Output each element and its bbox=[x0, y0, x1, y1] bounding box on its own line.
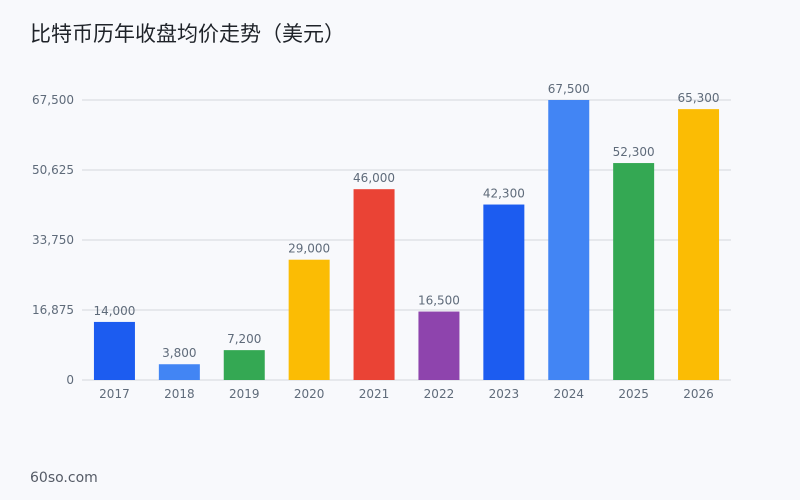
x-tick-label: 2025 bbox=[618, 387, 649, 401]
bar-value-label: 16,500 bbox=[418, 294, 460, 308]
x-tick-label: 2022 bbox=[424, 387, 455, 401]
y-tick-label: 67,500 bbox=[32, 93, 74, 107]
bar bbox=[158, 364, 200, 380]
source-watermark: 60so.com bbox=[30, 470, 98, 486]
bar bbox=[483, 204, 525, 380]
bar-value-label: 46,000 bbox=[353, 171, 395, 185]
bar-value-label: 29,000 bbox=[288, 242, 330, 256]
bar-value-label: 42,300 bbox=[483, 187, 525, 201]
x-tick-label: 2018 bbox=[164, 387, 195, 401]
bar bbox=[418, 311, 460, 380]
bar bbox=[93, 321, 135, 380]
y-tick-label: 0 bbox=[66, 373, 74, 387]
x-tick-label: 2017 bbox=[99, 387, 130, 401]
x-tick-label: 2026 bbox=[683, 387, 714, 401]
x-tick-label: 2024 bbox=[553, 387, 584, 401]
bar-value-label: 67,500 bbox=[548, 82, 590, 96]
y-tick-label: 16,875 bbox=[32, 303, 74, 317]
bar-value-label: 65,300 bbox=[678, 91, 720, 105]
x-tick-label: 2023 bbox=[489, 387, 520, 401]
bar-value-label: 7,200 bbox=[227, 332, 261, 346]
y-tick-label: 33,750 bbox=[32, 233, 74, 247]
bar bbox=[223, 350, 265, 380]
chart-title: 比特币历年收盘均价走势（美元） bbox=[30, 22, 345, 46]
bar bbox=[613, 163, 655, 380]
bar-value-label: 3,800 bbox=[162, 346, 196, 360]
bar bbox=[678, 109, 720, 381]
bar bbox=[548, 100, 590, 380]
x-tick-label: 2019 bbox=[229, 387, 260, 401]
bar bbox=[288, 259, 330, 380]
bar-value-label: 52,300 bbox=[613, 145, 655, 159]
x-tick-label: 2021 bbox=[359, 387, 390, 401]
x-tick-label: 2020 bbox=[294, 387, 325, 401]
bar-value-label: 14,000 bbox=[93, 304, 135, 318]
bar bbox=[353, 189, 395, 380]
y-tick-label: 50,625 bbox=[32, 163, 74, 177]
